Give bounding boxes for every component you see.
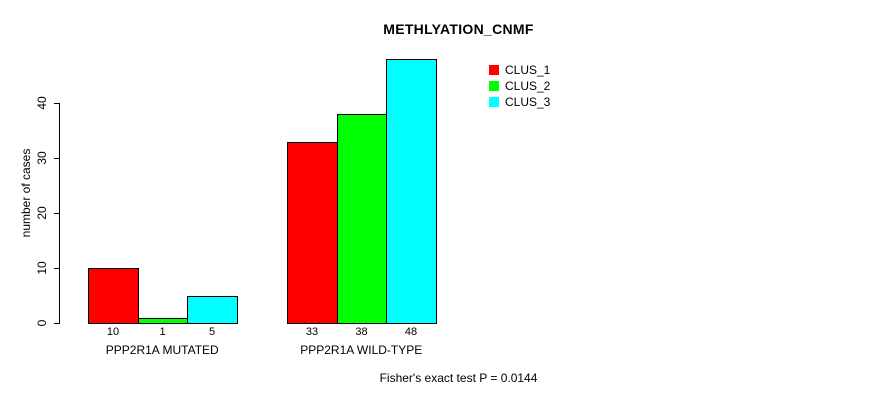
bar-value-label: 10: [106, 326, 120, 338]
bar-clus_1-group2: [287, 141, 338, 324]
bar-value-label: 38: [355, 326, 368, 338]
legend-swatch-clus_1: [489, 65, 499, 75]
legend-label: CLUS_2: [505, 79, 551, 93]
bar-value-label: 33: [305, 326, 319, 338]
annotation-text: Fisher's exact test P = 0.0144: [379, 371, 538, 385]
bar-clus_2-group1: [137, 317, 188, 324]
y-tick-label: 30: [35, 151, 49, 165]
legend-row-clus_3: CLUS_3: [489, 94, 550, 110]
bar-value-label: 5: [208, 326, 216, 338]
y-axis-tick: [54, 323, 60, 324]
y-axis-tick: [54, 268, 60, 269]
bar-clus_1-group1: [88, 268, 139, 324]
legend-label: CLUS_3: [505, 95, 551, 109]
y-axis-tick: [54, 103, 60, 104]
y-axis-tick: [54, 158, 60, 159]
y-axis-tick: [54, 213, 60, 214]
legend-row-clus_1: CLUS_1: [489, 62, 550, 78]
group-label-2: PPP2R1A WILD-TYPE: [300, 343, 423, 357]
y-tick-label: 10: [35, 261, 49, 275]
bar-value-label: 48: [404, 326, 418, 338]
chart-title: METHLYATION_CNMF: [383, 21, 534, 37]
legend-swatch-clus_3: [489, 97, 499, 107]
y-tick-label: 20: [35, 206, 49, 220]
y-tick-label: 0: [35, 319, 49, 327]
bar-value-label: 1: [159, 326, 166, 338]
legend-label: CLUS_1: [505, 63, 551, 77]
group-label-1: PPP2R1A MUTATED: [105, 343, 219, 357]
y-tick-label: 40: [35, 96, 49, 110]
legend-row-clus_2: CLUS_2: [489, 78, 550, 94]
bar-clus_2-group2: [336, 114, 387, 324]
bar-clus_3-group2: [386, 59, 437, 324]
bar-clus_3-group1: [187, 295, 238, 324]
legend: CLUS_1 CLUS_2 CLUS_3: [489, 62, 550, 110]
y-axis-label: number of cases: [19, 148, 33, 238]
legend-swatch-clus_2: [489, 81, 499, 91]
